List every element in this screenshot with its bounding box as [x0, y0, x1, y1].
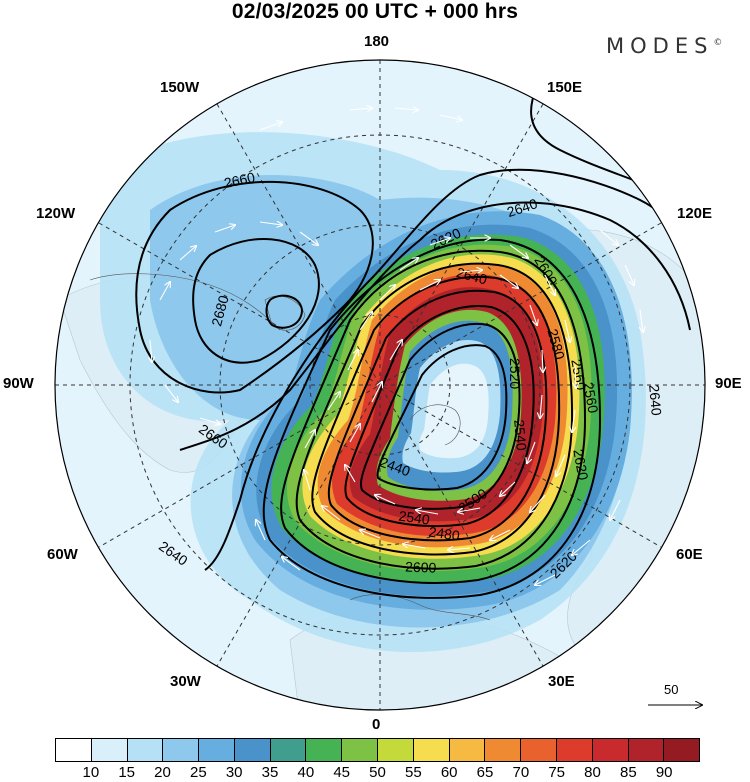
lon-label-0: 0 [372, 716, 381, 733]
contour-label: 2600 [405, 559, 437, 576]
colorbar-swatch [412, 738, 449, 762]
colorbar-tick-label: 75 [548, 764, 565, 781]
colorbar-tick-label: 40 [297, 764, 315, 781]
contour-label: 2580 [545, 327, 569, 361]
contour-label: 2540 [398, 507, 431, 527]
colorbar-tick-label: 10 [82, 764, 100, 781]
colorbar-swatch [269, 738, 306, 762]
graticule [55, 60, 705, 710]
colorbar-swatch [555, 738, 592, 762]
colorbar-tick-label: 60 [440, 764, 458, 781]
copyright-mark: © [713, 38, 723, 48]
contour-label: 2480 [428, 523, 461, 543]
lon-label-60e: 60E [676, 546, 703, 563]
colorbar-swatch [448, 738, 485, 762]
lon-label-90e: 90E [715, 375, 742, 392]
colorbar-swatch [484, 738, 521, 762]
lon-label-150w: 150W [160, 79, 200, 96]
colorbar-tick-label: 20 [154, 764, 171, 781]
colorbar-tick-label: 90 [655, 764, 673, 781]
colorbar-tick-label: 35 [261, 764, 279, 781]
colorbar-swatch [627, 738, 664, 762]
colorbar-swatch [305, 738, 342, 762]
colorbar-tick-label: 55 [404, 764, 422, 781]
lon-label-90w: 90W [3, 375, 34, 392]
colorbar-tick-label: 80 [584, 764, 601, 781]
contour-label: 2540 [511, 419, 530, 452]
colorbar-swatch [377, 738, 413, 762]
contour-label: 2520 [507, 358, 523, 389]
colorbar-swatch [55, 738, 91, 762]
contour-label: 2560 [580, 381, 601, 415]
brand-name: MODES [606, 34, 714, 58]
colorbar-swatch [126, 738, 163, 762]
lon-label-30w: 30W [170, 673, 201, 690]
lon-label-60w: 60W [47, 546, 78, 563]
reference-vector-label: 50 [664, 682, 679, 697]
polar-map: 2660 2680 2660 2640 2640 2620 2600 2640 … [54, 59, 706, 711]
colorbar-swatch [233, 738, 270, 762]
colorbar-swatch [663, 738, 701, 762]
lon-label-120e: 120E [677, 205, 713, 222]
colorbar [55, 738, 701, 762]
lon-label-30e: 30E [548, 673, 575, 690]
colorbar-tick-label: 85 [619, 764, 637, 781]
colorbar-swatch [520, 738, 556, 762]
map-title: 02/03/2025 00 UTC + 000 hrs [231, 0, 519, 23]
wind-speed-shading [55, 60, 705, 710]
colorbar-tick-label: 70 [512, 764, 530, 781]
lon-label-120w: 120W [36, 205, 76, 222]
contour-label: 2640 [646, 384, 665, 417]
colorbar-tick-label: 65 [476, 764, 494, 781]
colorbar-swatch [341, 738, 378, 762]
colorbar-tick-label: 50 [369, 764, 386, 781]
colorbar-tick-label: 25 [189, 764, 207, 781]
map-boundary [54, 59, 706, 711]
brand-logo: MODES© [606, 34, 722, 58]
colorbar-swatch [198, 738, 234, 762]
colorbar-tick-label: 45 [333, 764, 350, 781]
contour-label: 2620 [570, 448, 591, 482]
colorbar-tick-label: 30 [225, 764, 243, 781]
colorbar-swatch [591, 738, 628, 762]
colorbar-swatch [162, 738, 199, 762]
contour-label: 2660 [223, 169, 257, 191]
map-disk: 2660 2680 2660 2640 2640 2620 2600 2640 … [55, 60, 705, 710]
lon-label-180: 180 [364, 33, 390, 50]
lon-label-150e: 150E [547, 79, 583, 96]
wind-vectors [150, 108, 643, 585]
colorbar-tick-label: 15 [118, 764, 135, 781]
contour-label: 2680 [208, 293, 232, 327]
colorbar-swatch [90, 738, 127, 762]
